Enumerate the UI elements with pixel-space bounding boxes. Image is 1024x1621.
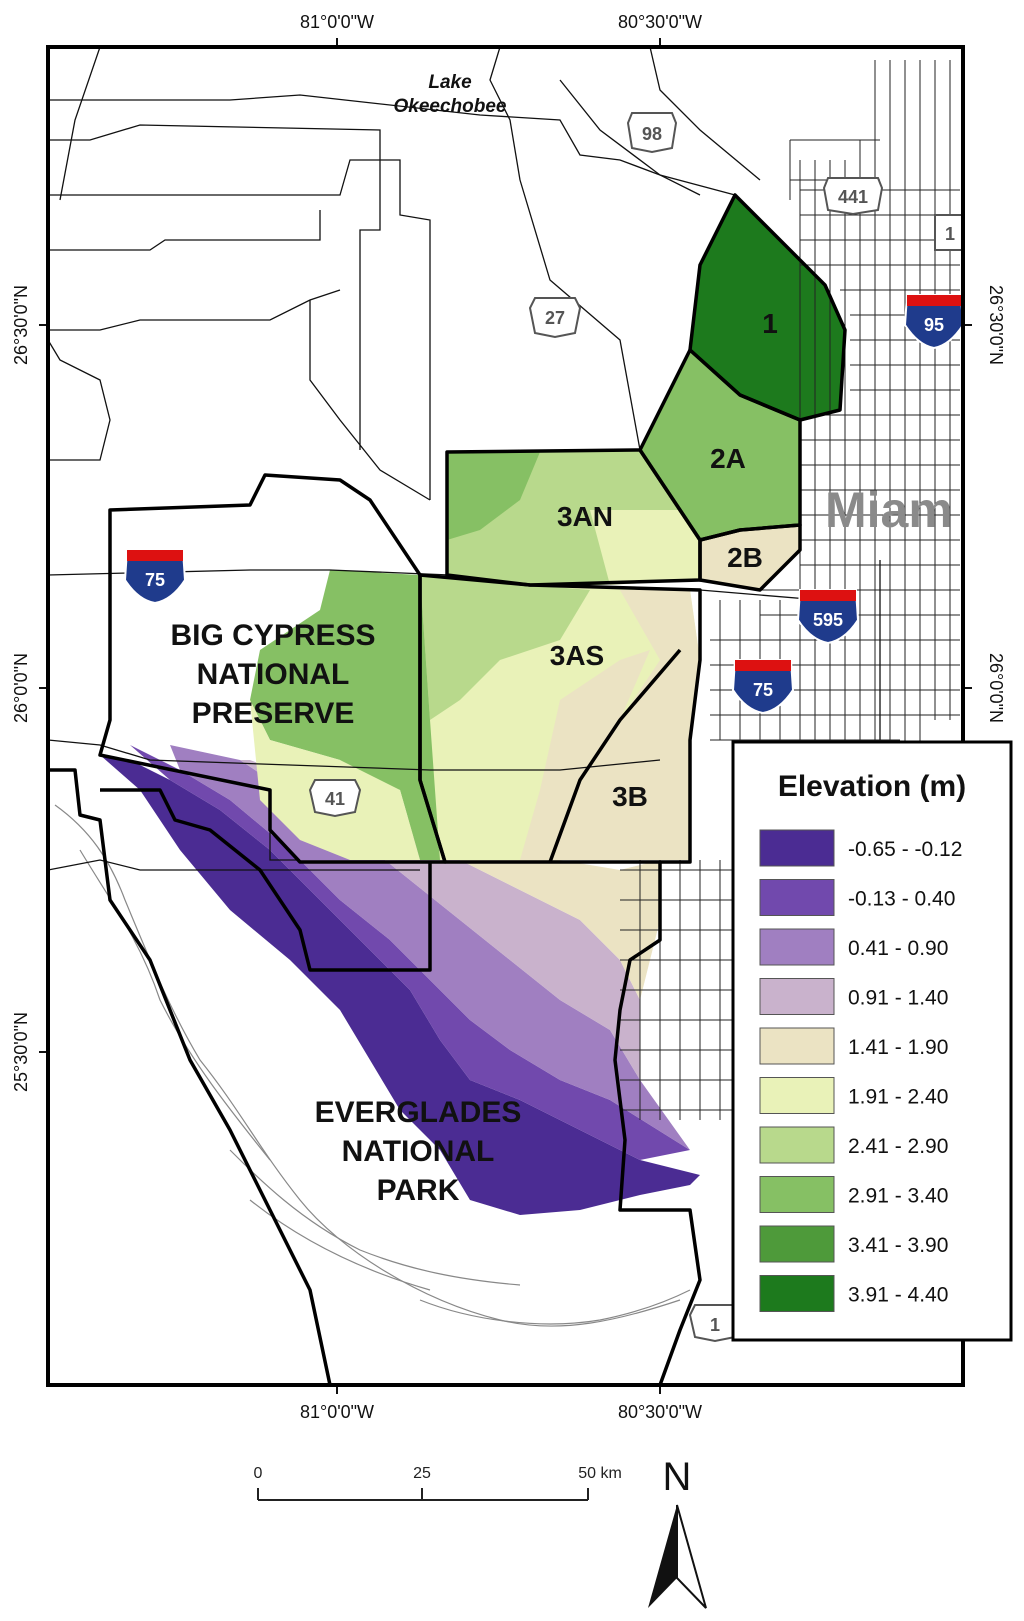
unit-label-3an: 3AN [557, 501, 613, 532]
us-1-north-number: 1 [945, 224, 955, 244]
legend-label-6: 1.91 - 2.40 [848, 1086, 948, 1109]
unit-label-2b: 2B [727, 542, 763, 573]
lat-label-right-26-30n: 26°30'0"N [986, 285, 1006, 365]
legend-swatch-9 [759, 1225, 835, 1263]
i-595-shield: 595 [796, 589, 860, 645]
lon-label-bottom-80-30w: 80°30'0"W [618, 1402, 702, 1422]
legend-label-1: -0.65 - -0.12 [848, 838, 962, 861]
scale-bar [257, 1488, 589, 1501]
north-arrow-right-half [676, 1504, 707, 1609]
unit-label-3as: 3AS [550, 640, 604, 671]
wca-3as-tan [520, 650, 650, 860]
lat-label-right-26n: 26°0'0"N [986, 653, 1006, 723]
big-cypress-label-line3: PRESERVE [192, 697, 355, 730]
i-75-west-number: 75 [145, 570, 165, 590]
elevation-band-mid [240, 760, 640, 1080]
us-98-shield: 98 [626, 112, 678, 154]
legend-label-5: 1.41 - 1.90 [848, 1036, 948, 1059]
lat-label-left-25-30n: 25°30'0"N [11, 1012, 31, 1092]
legend-swatch-10 [759, 1275, 835, 1312]
management-boundaries [48, 193, 847, 1385]
legend-label-3: 0.41 - 0.90 [848, 937, 948, 960]
us-27-shield: 27 [528, 297, 582, 339]
legend-label-7: 2.41 - 2.90 [848, 1135, 948, 1158]
wca-3as-upper-green [420, 575, 590, 720]
north-arrow-left-half [648, 1505, 677, 1608]
big-cypress-label-line1: BIG CYPRESS [170, 619, 375, 652]
scale-bar-tick-50: 50 km [578, 1465, 622, 1482]
i-595-number: 595 [813, 610, 843, 630]
lake-okeechobee-label-line2: Okeechobee [394, 96, 507, 117]
wca-2a-fill [640, 350, 800, 540]
i-75-east-shield: 75 [731, 659, 795, 715]
legend-swatch-1 [759, 829, 835, 867]
us-41-shield: 41 [308, 779, 362, 818]
i-75-east-number: 75 [753, 680, 773, 700]
i-75-west-shield: 75 [123, 549, 187, 605]
wca-3an-dark [447, 452, 540, 540]
legend-label-9: 3.41 - 3.90 [848, 1234, 948, 1257]
i-95-number: 95 [924, 315, 944, 335]
north-arrow: N [648, 1455, 707, 1609]
legend-swatch-4 [759, 978, 835, 1015]
everglades-label-line1: EVERGLADES [315, 1096, 522, 1129]
wca-3b-tan [550, 590, 700, 860]
lon-label-top-80-30w: 80°30'0"W [618, 12, 702, 32]
us-1-south-number: 1 [710, 1315, 720, 1335]
us-1-north-shield: 1 [934, 214, 963, 251]
map-frame [46, 45, 965, 1387]
lon-label-top-81w: 81°0'0"W [300, 12, 374, 32]
legend-label-10: 3.91 - 4.40 [848, 1284, 948, 1307]
everglades-label-line3: PARK [377, 1174, 460, 1207]
legend-swatch-3 [759, 928, 835, 966]
wca-3an-light [590, 510, 700, 585]
urban-road-grid [620, 60, 960, 1120]
scale-bar-tick-25: 25 [413, 1465, 431, 1482]
legend-swatch-6 [759, 1077, 835, 1114]
unit-label-3b: 3B [612, 781, 648, 812]
elevation-legend: Elevation (m) -0.65 - -0.12 -0.13 - 0.40 0… [731, 740, 1013, 1342]
lat-label-left-26n: 26°0'0"N [11, 653, 31, 723]
north-arrow-letter: N [663, 1455, 692, 1499]
unit-label-2a: 2A [710, 443, 746, 474]
legend-label-8: 2.91 - 3.40 [848, 1185, 948, 1208]
lat-label-left-26-30n: 26°30'0"N [11, 285, 31, 365]
big-cypress-label-line2: NATIONAL [197, 658, 350, 691]
everglades-label-line2: NATIONAL [342, 1135, 495, 1168]
unit-label-1: 1 [762, 308, 778, 339]
us-41-number: 41 [325, 789, 345, 809]
legend-swatch-7 [759, 1126, 835, 1164]
scale-bar-tick-0: 0 [254, 1465, 263, 1482]
us-441-number: 441 [838, 187, 868, 207]
wca-1-fill [690, 195, 845, 420]
elevation-band-mid-high [270, 790, 660, 1000]
legend-title: Elevation (m) [778, 770, 966, 803]
miami-label: Miam [825, 482, 953, 538]
legend-swatch-2 [759, 879, 835, 916]
us-27-number: 27 [545, 308, 565, 328]
i-95-shield: 95 [903, 294, 963, 350]
us-441-shield: 441 [822, 177, 884, 216]
legend-swatch-8 [759, 1176, 835, 1213]
legend-swatch-5 [759, 1027, 835, 1065]
lon-label-bottom-81w: 81°0'0"W [300, 1402, 374, 1422]
legend-label-4: 0.91 - 1.40 [848, 987, 948, 1010]
lake-okeechobee-label-line1: Lake [428, 72, 472, 93]
legend-label-2: -0.13 - 0.40 [848, 888, 955, 911]
us-98-number: 98 [642, 124, 662, 144]
